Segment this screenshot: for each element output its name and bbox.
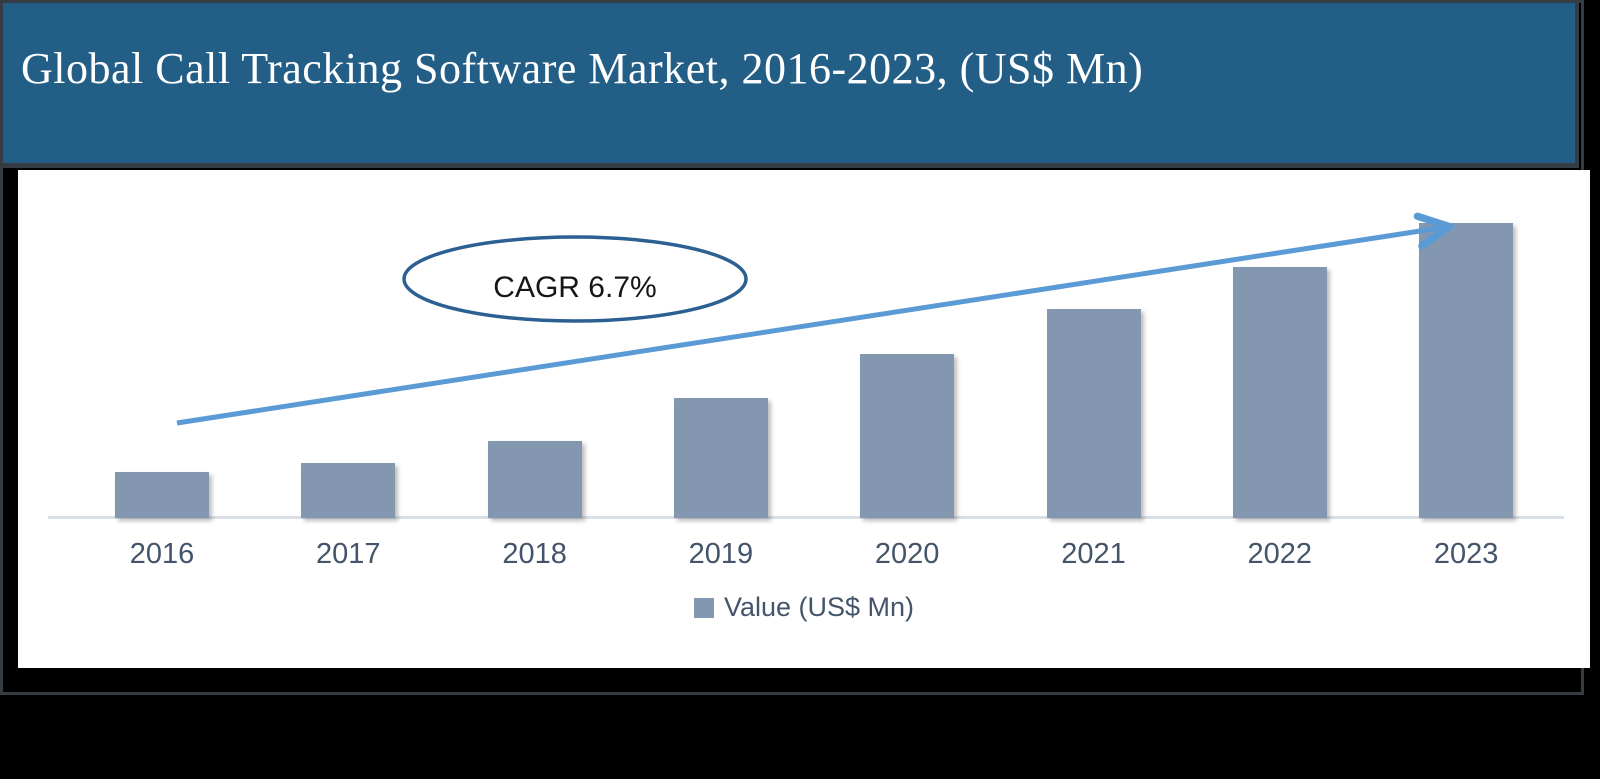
chart-panel: 2016 2017 2018 2019 2020 2021 2022 2023 CAGR 6.…	[18, 170, 1590, 668]
x-axis-label-2018: 2018	[502, 538, 567, 570]
bar-2016	[115, 472, 209, 518]
title-header-band: Global Call Tracking Software Market, 20…	[3, 3, 1579, 168]
x-axis-label-2019: 2019	[688, 538, 754, 570]
x-axis-label-2020: 2020	[874, 538, 940, 570]
x-axis-label-2022: 2022	[1247, 538, 1313, 570]
x-axis-label-2023: 2023	[1433, 538, 1499, 570]
x-axis-labels: 2016 2017 2018 2019 2020 2021 2022 2023	[18, 170, 1590, 668]
legend-swatch-icon	[693, 597, 714, 618]
cagr-annotation: CAGR 6.7%	[493, 271, 657, 304]
x-axis-label-2017: 2017	[316, 538, 381, 570]
bar-2018	[487, 441, 582, 518]
legend-label: Value (US$ Mn)	[723, 592, 915, 622]
bar-2017	[301, 463, 396, 518]
x-axis-label-2016: 2016	[129, 538, 195, 570]
x-axis-line	[48, 516, 1564, 519]
chart-title: Global Call Tracking Software Market, 20…	[21, 44, 1144, 93]
x-axis-label-2021: 2021	[1061, 538, 1126, 570]
legend: Value (US$ Mn)	[18, 592, 1590, 623]
